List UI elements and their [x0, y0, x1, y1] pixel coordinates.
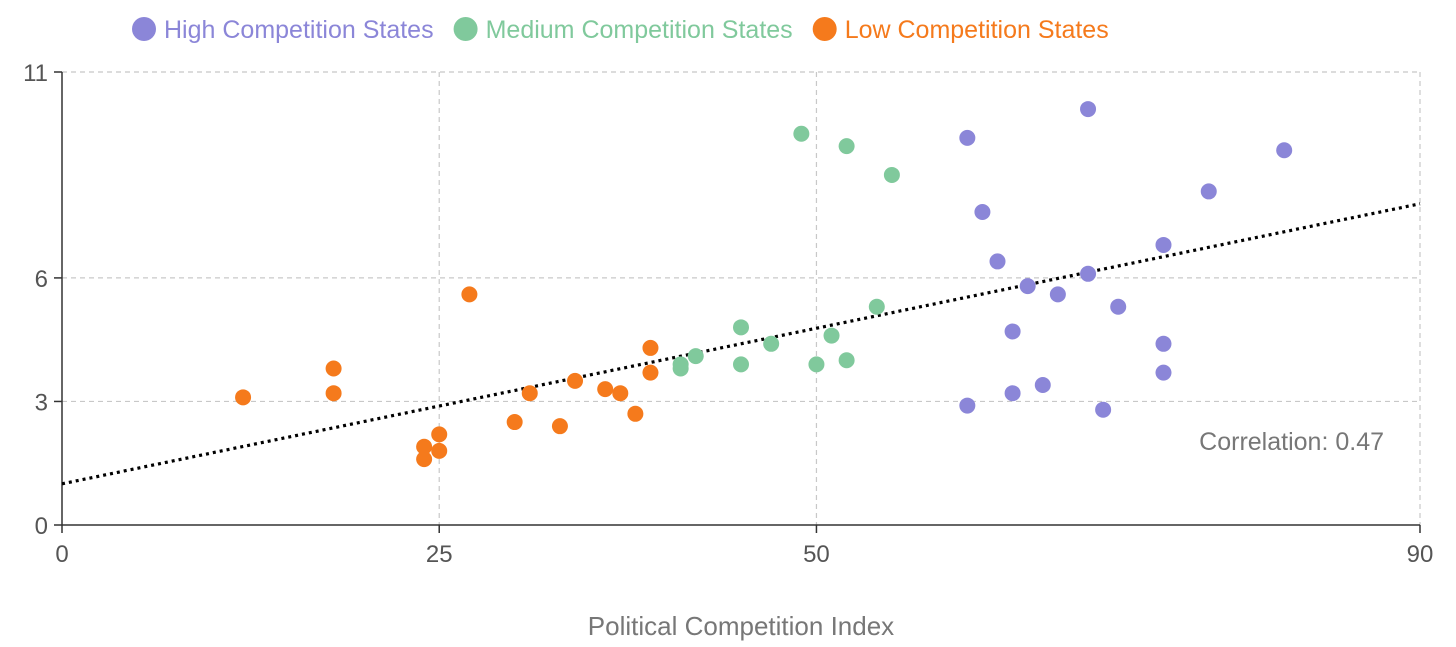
medium-competition-states-point	[793, 125, 810, 142]
legend: High Competition States Medium Competitio…	[132, 16, 1109, 44]
high-competition-states-point	[1080, 265, 1097, 282]
high-competition-states-legend-marker	[132, 17, 156, 41]
high-competition-states-point	[1004, 323, 1021, 340]
high-competition-states-point	[1276, 142, 1293, 159]
low-competition-states-point	[642, 339, 659, 356]
high-competition-states-point	[1049, 286, 1066, 303]
high-competition-states-point	[974, 204, 991, 221]
correlation-annotation: Correlation: 0.47	[1199, 428, 1384, 456]
medium-competition-states-point	[687, 348, 704, 365]
medium-competition-states-point	[838, 138, 855, 155]
medium-competition-states-point	[883, 166, 900, 183]
low-competition-states-point	[431, 442, 448, 459]
x-tick-label: 25	[426, 541, 453, 568]
low-competition-states-point	[551, 418, 568, 435]
data-points	[235, 101, 1293, 468]
low-competition-states-point	[325, 385, 342, 402]
high-competition-states-legend-label: High Competition States	[164, 16, 434, 44]
low-competition-states-point	[235, 389, 252, 406]
y-tick-label: 11	[23, 60, 48, 87]
x-tick-label: 90	[1407, 541, 1434, 568]
low-competition-states-point	[431, 426, 448, 443]
high-competition-states-point	[1155, 364, 1172, 381]
grid-lines	[62, 71, 1421, 525]
low-competition-states-point	[521, 385, 538, 402]
high-competition-states-point	[1200, 183, 1217, 200]
low-competition-states-point	[461, 286, 478, 303]
low-competition-states-point	[416, 438, 433, 455]
axes	[54, 71, 1421, 533]
low-competition-states-point	[627, 405, 644, 422]
low-competition-states-point	[597, 381, 614, 398]
medium-competition-states-point	[808, 356, 825, 373]
medium-competition-states-point	[763, 335, 780, 352]
high-competition-states-point	[1095, 401, 1112, 418]
low-competition-states-point	[642, 364, 659, 381]
high-competition-states-point	[1034, 376, 1051, 393]
high-competition-states-point	[1080, 101, 1097, 118]
y-tick-label: 0	[35, 513, 48, 540]
low-competition-states-legend-label: Low Competition States	[845, 16, 1109, 44]
high-competition-states-point	[1019, 278, 1036, 295]
trendline	[61, 202, 1421, 486]
medium-competition-states-point	[838, 352, 855, 369]
x-tick-label: 0	[55, 541, 68, 568]
high-competition-states-point	[959, 129, 976, 146]
medium-competition-states-point	[733, 319, 749, 336]
medium-competition-states-point	[672, 360, 689, 377]
low-competition-states-point	[416, 451, 433, 468]
low-competition-states-point	[612, 385, 629, 402]
y-tick-label: 6	[35, 266, 48, 293]
low-competition-states-point	[506, 414, 523, 431]
high-competition-states-point	[1155, 236, 1172, 253]
high-competition-states-point	[1110, 298, 1127, 315]
tick-labels: 0 3 6 11 0 25 50 90	[23, 60, 1433, 568]
high-competition-states-point	[1155, 335, 1172, 352]
regression-trendline	[61, 202, 1421, 486]
medium-competition-states-legend-marker	[453, 17, 478, 41]
y-tick-label: 3	[35, 389, 48, 416]
x-axis-title: Political Competition Index	[588, 611, 894, 641]
medium-competition-states-legend-label: Medium Competition States	[486, 16, 793, 44]
medium-competition-states-point	[868, 298, 885, 315]
medium-competition-states-point	[823, 327, 840, 344]
high-competition-states-point	[959, 397, 976, 414]
high-competition-states-point	[1004, 385, 1021, 402]
low-competition-states-point	[567, 372, 584, 389]
low-competition-states-point	[325, 360, 342, 377]
x-tick-label: 50	[803, 541, 830, 568]
medium-competition-states-point	[733, 356, 749, 373]
high-competition-states-point	[989, 253, 1006, 270]
low-competition-states-legend-marker	[812, 17, 837, 41]
